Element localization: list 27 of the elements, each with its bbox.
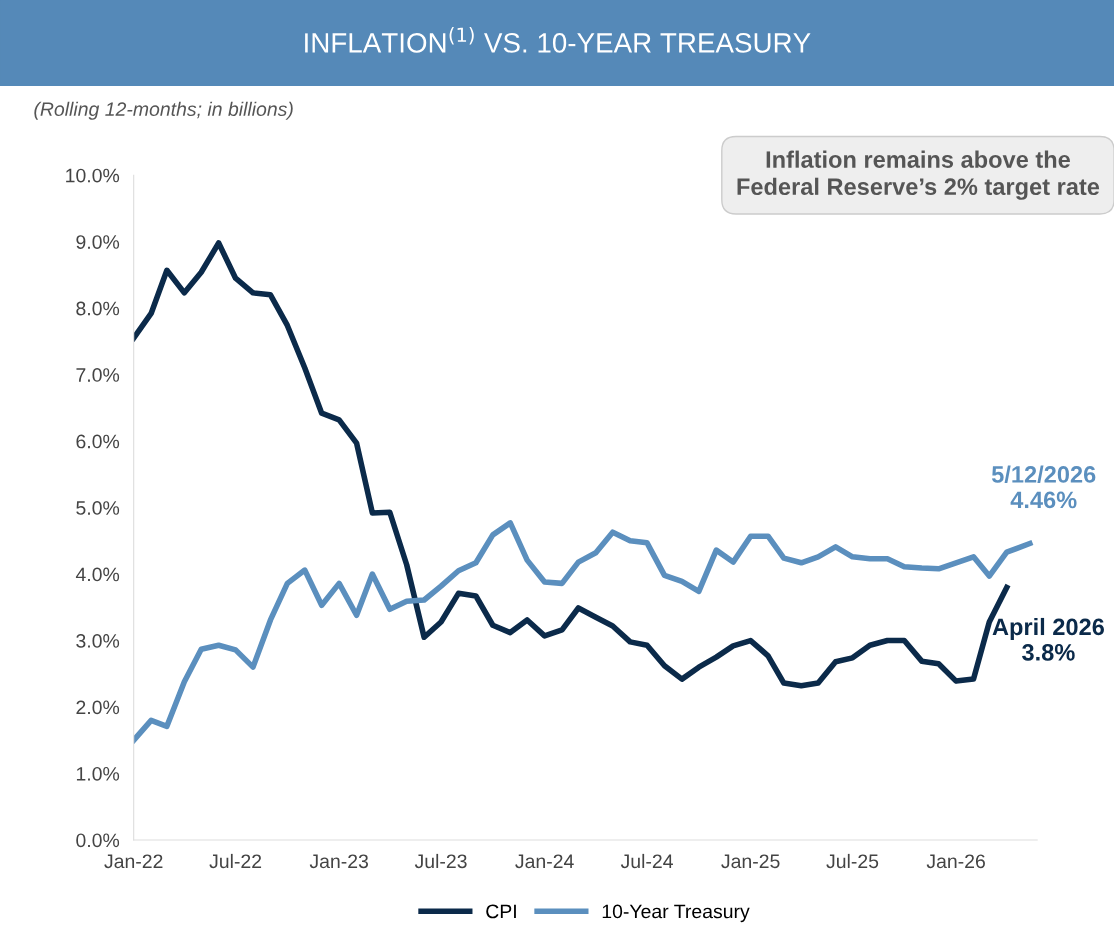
y-tick-label: 10.0% — [66, 168, 120, 183]
y-tick-label: 1.0% — [76, 766, 120, 781]
x-tick-label: Jul-22 — [209, 853, 262, 869]
x-tick-label: Jan-22 — [104, 854, 163, 869]
annotation: April 2026 3.8% — [992, 617, 1104, 661]
y-tick-label: 2.0% — [76, 700, 120, 715]
y-tick-label: 8.0% — [76, 301, 120, 316]
x-tick-label: Jan-25 — [721, 854, 780, 869]
y-tick-label: 4.0% — [75, 567, 120, 582]
y-tick-label: 9.0% — [76, 235, 120, 249]
chart-title: INFLATION$^{(1)}$ VS. 10-YEAR TREASURY — [305, 27, 811, 53]
y-tick-label: 3.0% — [76, 634, 120, 648]
x-tick-label: Jan-26 — [926, 854, 985, 869]
x-tick-label: Jul-24 — [620, 853, 673, 869]
legend-label: CPI — [486, 904, 516, 919]
x-tick-label: Jan-24 — [515, 854, 574, 869]
x-tick-label: Jul-23 — [414, 853, 467, 869]
chart-subtitle: (Rolling 12-months; in billions) — [34, 101, 293, 120]
y-tick-label: 6.0% — [76, 434, 120, 449]
annotation: Inflation remains above the Federal Reserve’s 2% target rate — [737, 150, 1100, 200]
y-tick-label: 5.0% — [76, 501, 120, 515]
y-tick-label: 0.0% — [76, 833, 120, 848]
x-tick-label: Jan-23 — [309, 854, 369, 869]
annotation: 5/12/2026 4.46% — [991, 465, 1096, 509]
x-tick-label: Jul-25 — [826, 853, 879, 869]
legend-label: 10-Year Treasury — [602, 904, 750, 923]
y-tick-label: 7.0% — [76, 368, 120, 382]
